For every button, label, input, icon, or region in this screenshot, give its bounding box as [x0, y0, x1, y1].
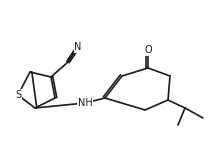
- Text: NH: NH: [78, 98, 92, 108]
- Text: O: O: [144, 45, 152, 55]
- Text: N: N: [74, 42, 82, 52]
- Text: S: S: [15, 90, 21, 100]
